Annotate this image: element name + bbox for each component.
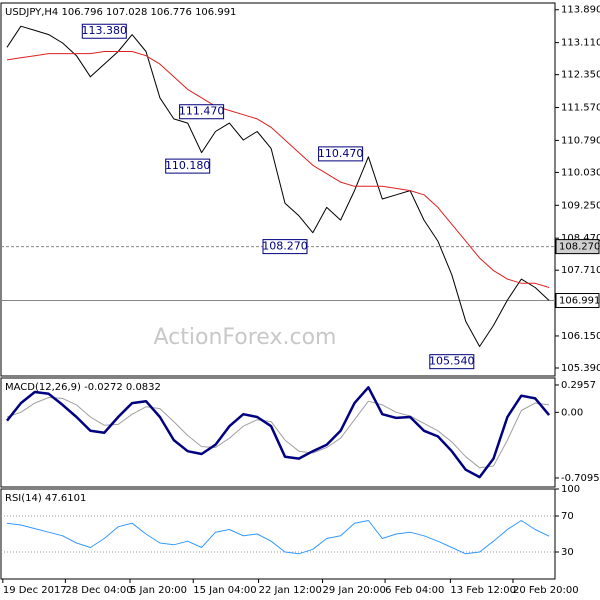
- level-label: 106.991: [559, 296, 600, 307]
- y-tick-label: 112.350: [561, 70, 600, 81]
- series-line: [6, 386, 551, 479]
- annotation-box: [81, 23, 127, 39]
- series-line: [6, 520, 550, 555]
- panel-title: RSI(14) 47.6101: [5, 493, 86, 504]
- y-tick-label: 0.2957: [561, 380, 596, 391]
- annotation-label: 113.380: [82, 24, 128, 37]
- y-tick-label: 70: [561, 511, 574, 522]
- y-tick-label: 113.890: [561, 5, 600, 16]
- x-tick-label: 22 Jan 12:00: [259, 585, 322, 596]
- x-tick-label: 15 Jan 04:00: [193, 585, 256, 596]
- x-tick-label: 5 Jan 20:00: [130, 585, 187, 596]
- y-tick-label: 111.570: [561, 103, 600, 114]
- y-tick-label: 108.470: [561, 233, 600, 244]
- series-line: [6, 51, 550, 288]
- panel-title: MACD(12,26,9) -0.0272 0.0832: [5, 382, 161, 393]
- y-tick-label: 107.710: [561, 265, 600, 276]
- y-tick-label: 113.110: [561, 38, 600, 49]
- x-tick-label: 28 Dec 04:00: [65, 585, 132, 596]
- annotation-box: [318, 146, 364, 162]
- annotation-box: [179, 104, 225, 120]
- annotation-label: 110.180: [165, 159, 211, 172]
- annotation-label: 111.470: [179, 105, 225, 118]
- x-tick-label: 6 Feb 04:00: [385, 585, 444, 596]
- annotation-label: 110.470: [318, 147, 364, 160]
- y-tick-label: 0.00: [561, 407, 583, 418]
- x-tick-label: 13 Feb 12:00: [450, 585, 516, 596]
- panel-frame: [0, 2, 556, 377]
- x-tick-label: 29 Jan 20:00: [323, 585, 386, 596]
- panel-frame: [0, 488, 556, 580]
- y-tick-label: 110.030: [561, 167, 600, 178]
- series-line: [6, 25, 550, 347]
- annotation-label: 108.270: [262, 240, 308, 253]
- level-label-box: [555, 293, 600, 309]
- panel-frame: [0, 377, 556, 488]
- annotation-box: [262, 239, 308, 255]
- x-tick-label: 20 Feb 20:00: [513, 585, 579, 596]
- y-tick-label: 30: [561, 547, 574, 558]
- y-tick-label: 109.250: [561, 200, 600, 211]
- y-tick-label: 100: [561, 484, 580, 495]
- y-tick-label: 106.150: [561, 331, 600, 342]
- annotation-label: 105.540: [429, 355, 475, 368]
- y-tick-label: 105.390: [561, 363, 600, 374]
- annotation-box: [165, 158, 211, 174]
- y-tick-label: 110.790: [561, 135, 600, 146]
- watermark: ActionForex.com: [154, 325, 337, 350]
- level-label: 108.270: [559, 242, 600, 253]
- level-label-box: [555, 239, 600, 255]
- panel-title: USDJPY,H4 106.796 107.028 106.776 106.99…: [5, 7, 236, 18]
- annotation-box: [429, 354, 475, 370]
- x-tick-label: 19 Dec 2017: [3, 585, 67, 596]
- y-tick-label: -0.7095: [561, 473, 600, 484]
- series-line: [6, 397, 550, 469]
